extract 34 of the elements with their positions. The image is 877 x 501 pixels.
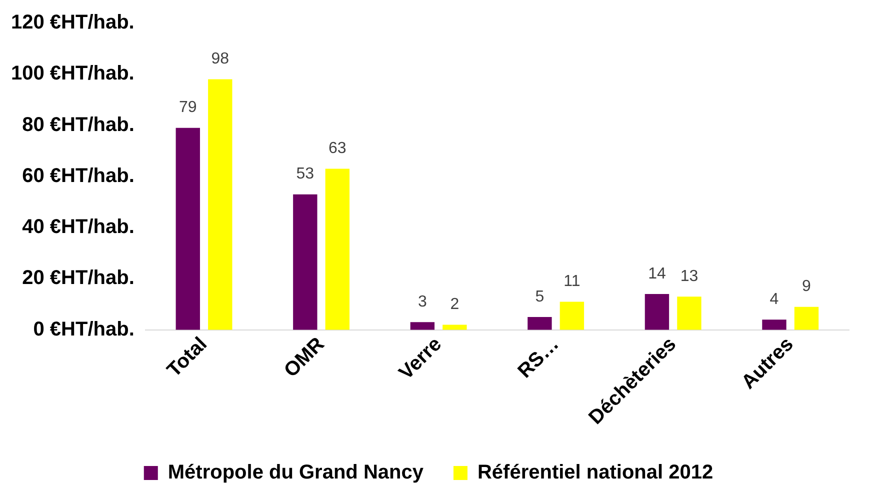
y-tick-label: 40 €HT/hab. (22, 216, 134, 238)
data-label: 3 (418, 294, 427, 311)
bar (208, 79, 232, 330)
bar (325, 168, 350, 330)
data-label: 98 (211, 50, 230, 68)
legend-label: Référentiel national 2012 (477, 462, 714, 484)
bar (794, 306, 819, 330)
bar (762, 320, 786, 330)
data-label: 5 (535, 288, 544, 306)
data-label: 4 (770, 291, 779, 308)
bar (677, 296, 702, 330)
bar (176, 128, 200, 330)
data-label: 9 (802, 278, 812, 296)
legend-label: Métropole du Grand Nancy (168, 462, 424, 484)
data-label: 11 (564, 273, 580, 290)
data-label: 2 (450, 296, 460, 314)
bar (293, 194, 318, 330)
data-label: 13 (680, 268, 698, 286)
data-label: 79 (178, 99, 197, 116)
y-tick-label: 100 €HT/hab. (10, 62, 134, 85)
bar (560, 302, 584, 330)
x-tick-label: RS… (514, 333, 564, 383)
y-tick-label: 60 €HT/hab. (22, 164, 134, 187)
bar (442, 324, 467, 330)
y-tick-label: 20 €HT/hab. (22, 267, 134, 290)
y-tick-label: 120 €HT/hab. (10, 12, 134, 34)
y-tick-label: 80 €HT/hab. (22, 114, 134, 136)
bar (528, 317, 552, 330)
data-label: 14 (648, 265, 666, 282)
data-label: 63 (328, 140, 346, 158)
y-tick-label: 0 €HT/hab. (33, 318, 134, 340)
bar (410, 322, 435, 330)
bar (644, 294, 670, 330)
data-label: 53 (296, 166, 314, 183)
